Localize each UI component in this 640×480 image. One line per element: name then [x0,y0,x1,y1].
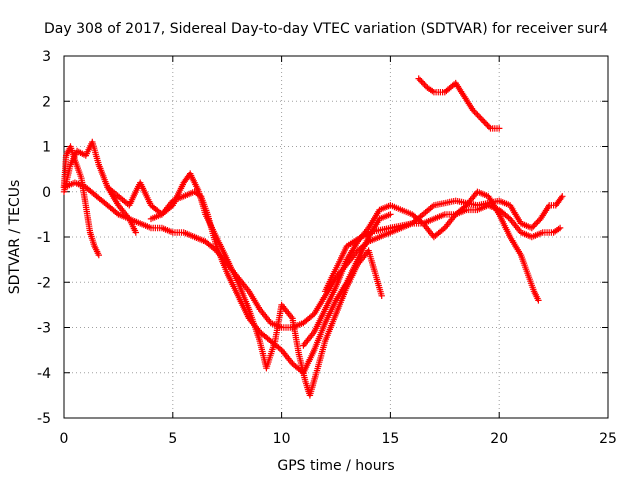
data-point-markers [321,193,566,295]
series-arc-3 [60,179,564,331]
y-tick-label: -2 [37,275,51,291]
series-arc-8 [415,75,503,132]
y-tick-label: -3 [37,321,51,337]
x-tick-label: 20 [490,431,508,447]
y-tick-label: 2 [42,94,51,110]
y-tick-label: -5 [37,411,51,427]
grid [64,56,608,418]
x-tick-label: 10 [273,431,291,447]
y-axis-label: SDTVAR / TECUs [7,180,23,295]
data-point-markers [104,170,385,399]
data-point-markers [300,188,542,349]
data-point-markers [415,75,503,132]
y-tick-label: 1 [42,140,51,156]
x-tick-label: 0 [60,431,69,447]
x-axis-label: GPS time / hours [277,458,394,474]
y-tick-label: -4 [37,366,51,382]
x-tick-labels: 0 5 10 15 20 25 [60,431,617,447]
y-tick-label: 0 [42,185,51,201]
series-arc-6 [300,188,542,349]
y-tick-labels: 3 2 1 0 -1 -2 -3 -4 -5 [37,49,51,427]
x-tick-label: 25 [599,431,617,447]
data-points [60,75,566,399]
chart-title: Day 308 of 2017, Sidereal Day-to-day VTE… [44,21,608,37]
x-tick-label: 15 [381,431,399,447]
data-point-markers [147,188,394,376]
series-arc-4 [104,170,385,399]
series-arc-7 [321,193,566,295]
y-tick-label: -1 [37,230,51,246]
data-point-markers [60,179,564,331]
y-tick-label: 3 [42,49,51,65]
series-arc-5 [147,188,394,376]
x-tick-label: 5 [168,431,177,447]
